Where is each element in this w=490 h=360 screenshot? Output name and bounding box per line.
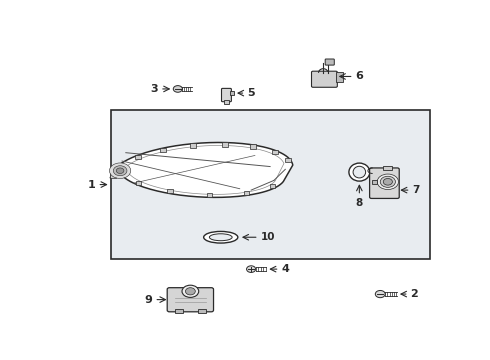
Polygon shape: [111, 143, 293, 197]
Bar: [383, 166, 392, 170]
Bar: [285, 158, 291, 162]
Circle shape: [173, 86, 182, 92]
Bar: [336, 72, 343, 82]
Bar: [175, 309, 183, 313]
Text: 7: 7: [413, 185, 420, 195]
Bar: [121, 170, 125, 174]
Bar: [168, 189, 173, 193]
Bar: [272, 150, 278, 154]
Circle shape: [383, 179, 392, 185]
Bar: [230, 91, 234, 95]
Bar: [117, 164, 123, 168]
FancyBboxPatch shape: [369, 168, 399, 198]
Bar: [198, 309, 206, 313]
Text: 4: 4: [281, 264, 290, 274]
Ellipse shape: [204, 231, 238, 243]
Text: 6: 6: [356, 72, 364, 81]
FancyBboxPatch shape: [325, 59, 334, 65]
Circle shape: [377, 174, 398, 190]
Bar: [371, 180, 377, 184]
Text: 5: 5: [247, 88, 255, 98]
Text: 10: 10: [261, 232, 275, 242]
Ellipse shape: [209, 234, 232, 241]
Ellipse shape: [349, 163, 370, 181]
Text: 2: 2: [411, 289, 418, 299]
Bar: [250, 144, 256, 149]
FancyBboxPatch shape: [312, 71, 337, 87]
Text: 1: 1: [88, 180, 96, 190]
Circle shape: [246, 266, 256, 273]
Circle shape: [116, 168, 124, 174]
Bar: [244, 191, 249, 195]
Ellipse shape: [353, 166, 366, 178]
Text: 9: 9: [145, 294, 152, 305]
FancyBboxPatch shape: [221, 89, 231, 102]
Bar: [111, 110, 430, 260]
Bar: [136, 181, 142, 185]
Circle shape: [182, 285, 199, 297]
Bar: [135, 155, 141, 159]
Circle shape: [375, 291, 385, 298]
Bar: [190, 143, 196, 148]
Bar: [270, 184, 275, 188]
Circle shape: [109, 163, 131, 179]
Bar: [160, 148, 166, 152]
Bar: [221, 142, 228, 147]
Bar: [110, 174, 116, 178]
Text: 8: 8: [356, 198, 363, 208]
Circle shape: [380, 176, 395, 187]
Circle shape: [113, 166, 127, 176]
Text: 3: 3: [150, 84, 158, 94]
FancyBboxPatch shape: [167, 288, 214, 312]
Bar: [207, 193, 212, 197]
Circle shape: [185, 288, 196, 295]
Bar: [224, 100, 229, 104]
